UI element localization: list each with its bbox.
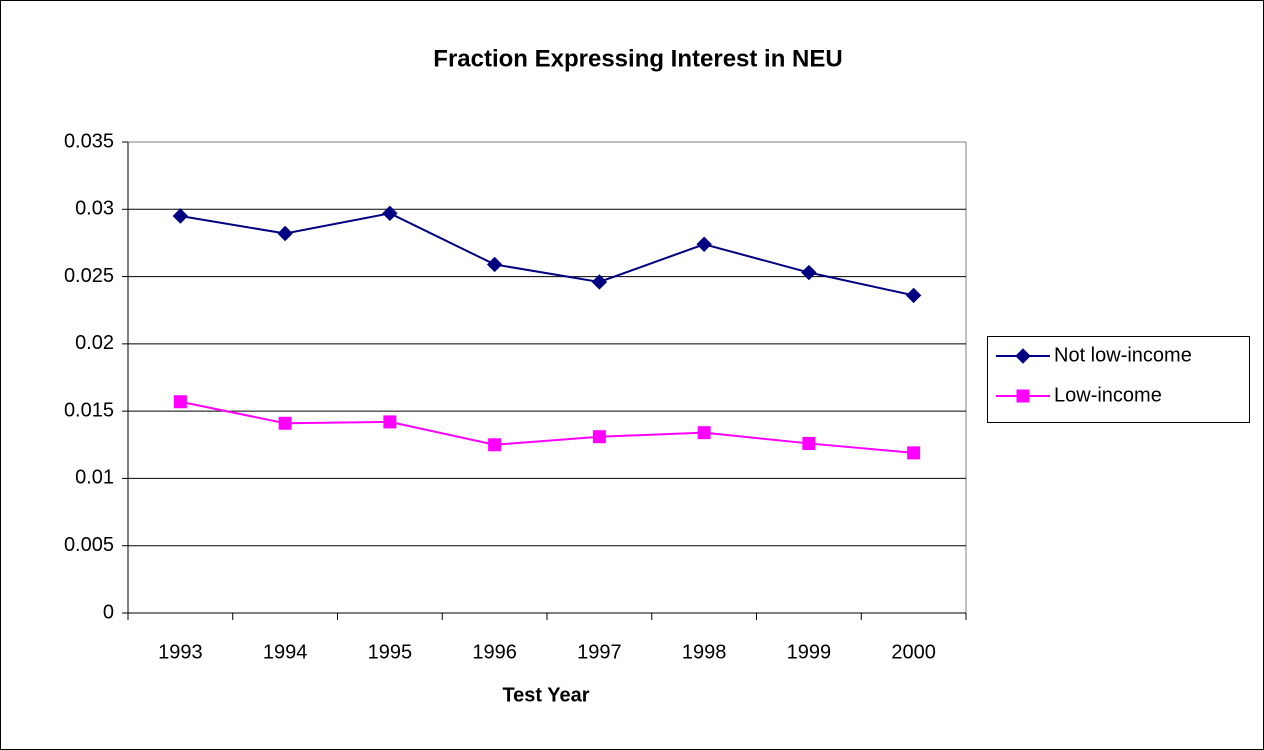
y-tick-label: 0.01 xyxy=(75,467,114,489)
data-point xyxy=(383,415,397,429)
data-point xyxy=(278,416,292,430)
x-tick-label: 1999 xyxy=(787,641,832,663)
chart-title: Fraction Expressing Interest in NEU xyxy=(433,45,842,72)
y-tick-label: 0.025 xyxy=(64,265,114,287)
data-point xyxy=(382,205,398,222)
x-tick-label: 2000 xyxy=(891,641,936,663)
data-point xyxy=(172,208,189,224)
y-tick-label: 0.005 xyxy=(64,534,114,556)
plot-area xyxy=(127,141,967,614)
y-tick-label: 0.035 xyxy=(64,130,114,152)
x-tick-label: 1998 xyxy=(682,641,727,663)
legend-marker xyxy=(1016,389,1030,403)
data-point xyxy=(591,274,608,290)
y-tick-label: 0.015 xyxy=(64,399,114,421)
legend-label: Low-income xyxy=(1054,384,1162,406)
data-point xyxy=(592,430,606,444)
series-line xyxy=(180,400,914,454)
y-tick-label: 0 xyxy=(103,601,114,623)
data-point xyxy=(696,236,712,252)
y-tick-label: 0.03 xyxy=(75,198,114,220)
x-tick-label: 1997 xyxy=(577,641,622,663)
data-point xyxy=(802,436,816,450)
legend xyxy=(987,336,1250,423)
data-point xyxy=(905,287,922,304)
x-axis-label: Test Year xyxy=(502,684,589,706)
x-tick-label: 1996 xyxy=(472,641,517,663)
data-point xyxy=(277,225,293,242)
legend-marker xyxy=(1015,348,1031,364)
data-point xyxy=(907,446,921,460)
legend-label: Not low-income xyxy=(1054,344,1192,366)
data-point xyxy=(801,264,817,281)
data-point xyxy=(173,395,187,409)
data-point xyxy=(697,426,711,440)
x-tick-label: 1993 xyxy=(158,641,203,663)
data-point xyxy=(486,256,503,273)
x-tick-label: 1995 xyxy=(368,641,413,663)
series-line xyxy=(180,212,914,297)
data-point xyxy=(488,438,502,452)
y-tick-label: 0.02 xyxy=(75,332,114,354)
x-tick-label: 1994 xyxy=(263,641,308,663)
